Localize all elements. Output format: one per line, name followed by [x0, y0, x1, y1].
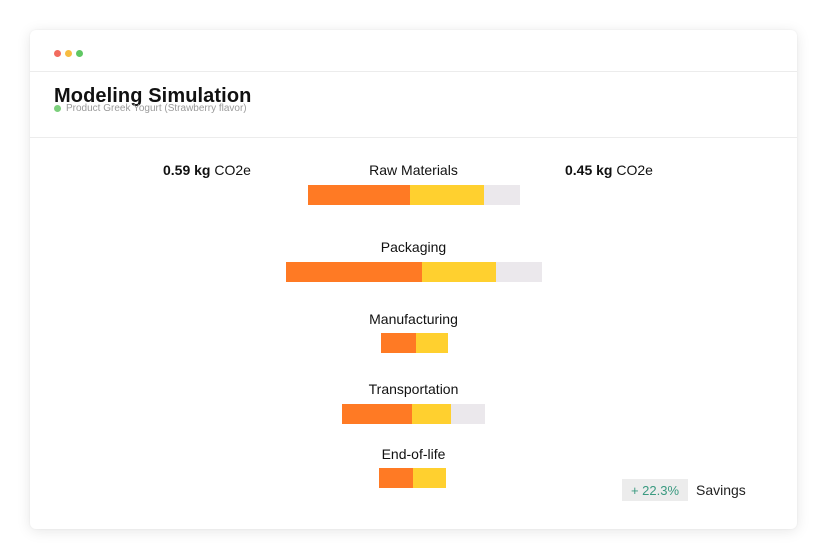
status-dot-icon: [54, 104, 61, 112]
savings-badge: + 22.3%: [622, 479, 688, 501]
bar-raw-materials: [308, 185, 520, 205]
product-subtitle: Product Greek Yogurt (Strawberry flavor): [66, 102, 247, 114]
simulated-segment: [416, 333, 448, 353]
remaining-segment: [496, 262, 542, 282]
title-bar: [30, 30, 797, 72]
remaining-segment: [451, 404, 485, 424]
baseline-total: 0.59 kg CO2e: [163, 162, 251, 178]
page-title: Modeling Simulation: [54, 85, 252, 107]
baseline-total-value: 0.59 kg: [163, 162, 211, 178]
minimize-window-button[interactable]: [65, 50, 72, 57]
category-label-packaging: Packaging: [380, 239, 447, 255]
maximize-window-button[interactable]: [76, 50, 83, 57]
simulated-total: 0.45 kg CO2e: [565, 162, 653, 178]
bar-transportation: [342, 404, 485, 424]
simulated-segment: [410, 185, 484, 205]
bar-manufacturing: [381, 333, 448, 353]
savings-label: Savings: [696, 482, 746, 498]
simulated-segment: [422, 262, 496, 282]
app-window: Modeling Simulation Product Greek Yogurt…: [30, 30, 797, 529]
baseline-segment: [342, 404, 412, 424]
simulated-segment: [413, 468, 446, 488]
product-info: Product Greek Yogurt (Strawberry flavor): [54, 101, 247, 115]
page-header: Modeling Simulation: [30, 72, 797, 138]
baseline-segment: [381, 333, 416, 353]
bar-end-of-life: [379, 468, 446, 488]
category-label-manufacturing: Manufacturing: [369, 311, 458, 327]
category-label-transportation: Transportation: [368, 381, 459, 397]
baseline-segment: [379, 468, 413, 488]
simulated-total-unit: CO2e: [616, 162, 653, 178]
close-window-button[interactable]: [54, 50, 61, 57]
simulated-segment: [412, 404, 451, 424]
simulated-total-value: 0.45 kg: [565, 162, 613, 178]
baseline-segment: [286, 262, 422, 282]
baseline-total-unit: CO2e: [214, 162, 251, 178]
category-label-raw-materials: Raw Materials: [369, 162, 458, 178]
baseline-segment: [308, 185, 410, 205]
remaining-segment: [484, 185, 520, 205]
bar-packaging: [286, 262, 542, 282]
category-label-end-of-life: End-of-life: [381, 446, 446, 462]
